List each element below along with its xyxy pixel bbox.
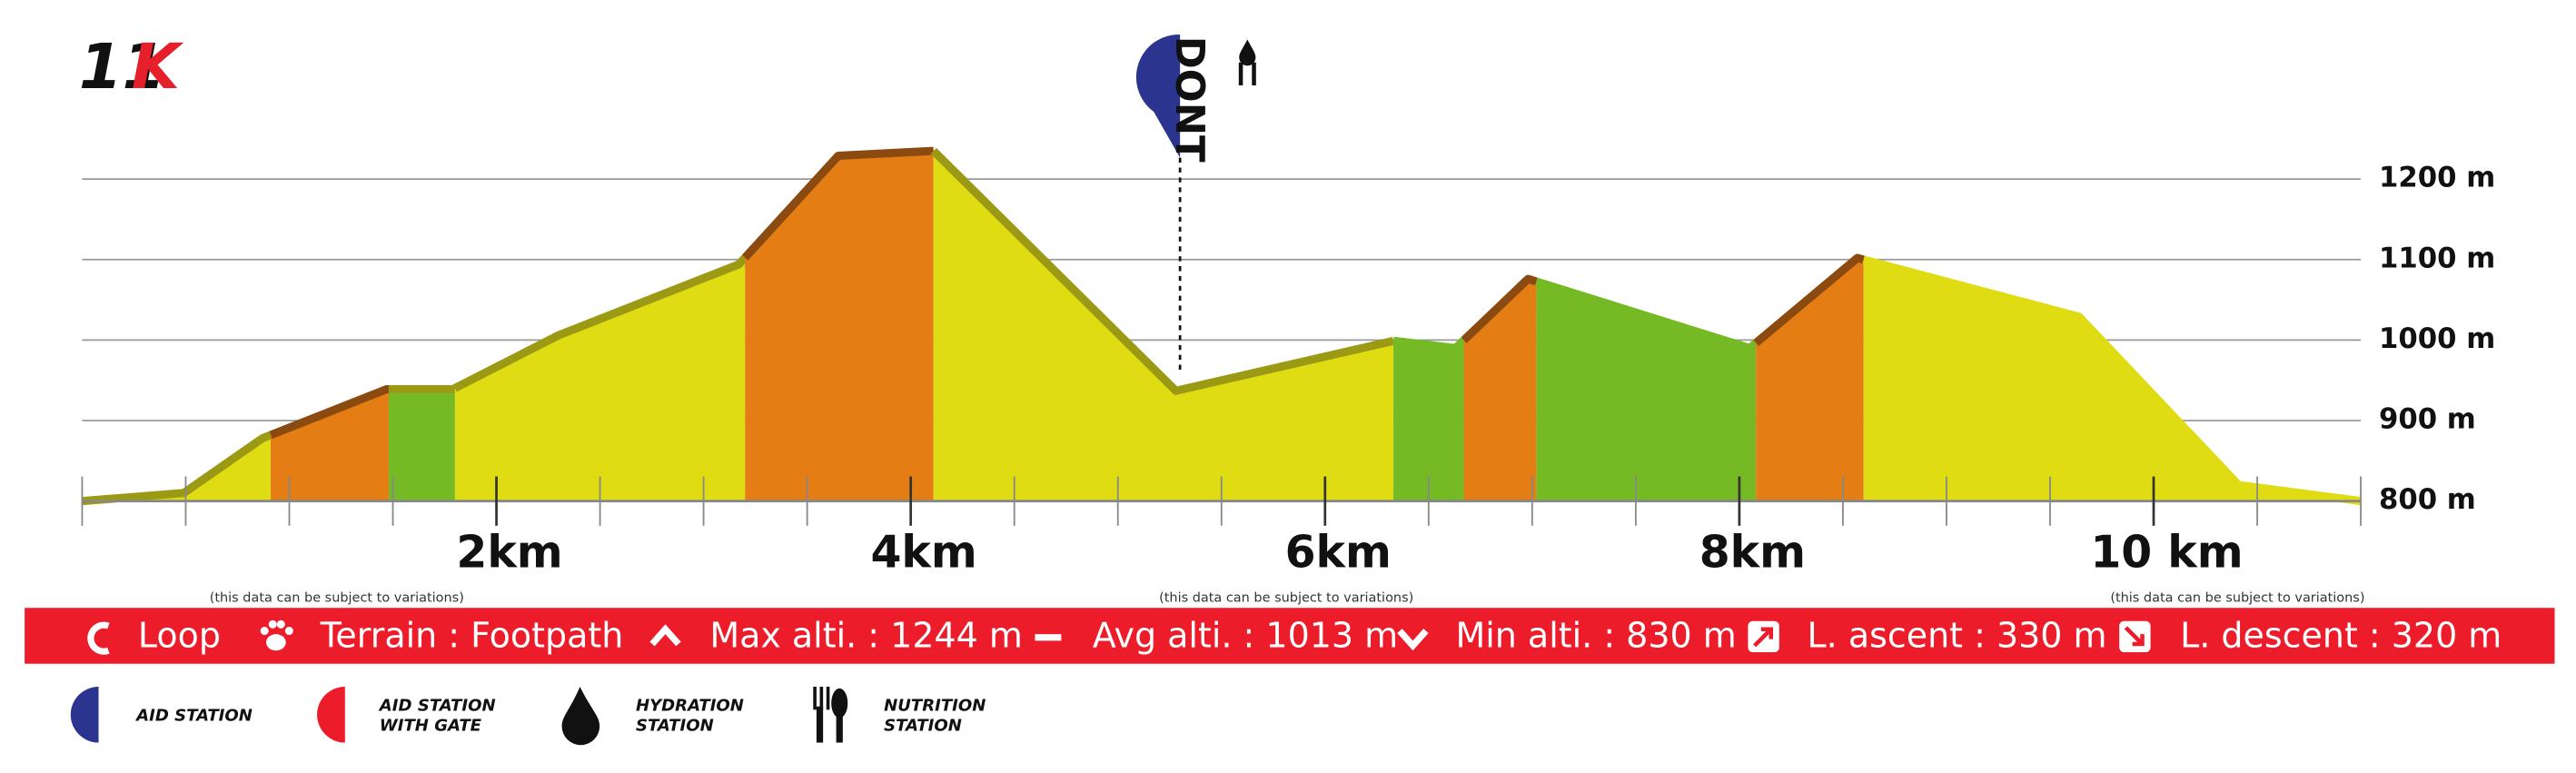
station-label: DONT <box>1166 36 1212 163</box>
hydration-icon <box>561 687 600 746</box>
profile-segment <box>388 388 455 501</box>
profile-edge <box>1461 274 1538 343</box>
profile-segment <box>270 389 389 501</box>
profile-edge <box>1753 253 1865 347</box>
profile-edge <box>1535 277 1759 352</box>
x-tick-label: 2km <box>456 526 562 578</box>
legend-label: AID STATION <box>378 697 496 716</box>
legend-label: STATION <box>636 716 714 735</box>
profile-segment <box>1863 259 2362 501</box>
y-tick-label: 1100 m <box>2379 242 2495 274</box>
info-item: Terrain : Footpath <box>320 615 624 655</box>
profile-edge <box>269 384 391 440</box>
note: (this data can be subject to variations) <box>1159 590 1413 605</box>
y-tick-label: 800 m <box>2379 483 2476 516</box>
profile-edge <box>1862 255 2362 506</box>
info-item: Avg alti. : 1013 m <box>1093 615 1398 655</box>
info-item: Max alti. : 1244 m <box>709 615 1023 655</box>
legend-label: WITH GATE <box>380 716 482 735</box>
x-tick-label: 8km <box>1699 526 1806 578</box>
info-item: Loop <box>138 615 221 655</box>
info-item: L. ascent : 330 m <box>1808 615 2107 655</box>
x-tick-label: 6km <box>1285 526 1392 578</box>
max-icon <box>649 624 681 647</box>
y-tick-label: 900 m <box>2379 403 2476 436</box>
y-tick-label: 1200 m <box>2379 162 2495 194</box>
x-tick-label: 4km <box>870 526 976 578</box>
aid-icon <box>70 687 99 743</box>
x-tick-label: 10 km <box>2090 526 2243 578</box>
logo-letter: K <box>132 31 184 104</box>
profile-edge <box>930 147 1395 395</box>
profile <box>82 146 2362 506</box>
gate-icon <box>317 687 345 743</box>
station-drop <box>1239 39 1256 66</box>
legend-icons <box>70 687 848 746</box>
nutrition-icon <box>813 687 848 743</box>
min-icon <box>1397 629 1429 651</box>
note: (this data can be subject to variations) <box>2110 590 2364 605</box>
profile-edge <box>452 254 748 392</box>
info-icons <box>87 619 2151 655</box>
info-item: Min alti. : 830 m <box>1455 615 1736 655</box>
profile-segment <box>1756 258 1864 501</box>
profile-segment <box>82 434 271 501</box>
profile-edge <box>388 384 458 393</box>
profile-segment <box>1463 279 1537 501</box>
info-item: L. descent : 320 m <box>2180 615 2502 655</box>
profile-segment <box>933 151 1394 501</box>
legend-label: NUTRITION <box>884 697 986 716</box>
station-fork <box>1238 62 1256 86</box>
paw-icon <box>260 619 293 651</box>
legend-label: AID STATION <box>134 707 253 726</box>
profile-edge <box>82 431 272 506</box>
legend-label: HYDRATION <box>636 697 744 716</box>
aid-station-marker <box>1135 34 1181 158</box>
y-tick-label: 1000 m <box>2379 322 2495 355</box>
profile-edge <box>1392 336 1467 352</box>
loop-icon <box>87 621 110 655</box>
logo: 11 K <box>79 31 184 104</box>
profile-edge <box>741 146 934 261</box>
profile-segment <box>454 257 746 501</box>
legend-label: STATION <box>884 716 962 735</box>
profile-segment <box>745 151 934 501</box>
profile-segment <box>1393 340 1464 501</box>
note: (this data can be subject to variations) <box>210 590 464 605</box>
logo-number: 11 <box>79 31 166 104</box>
